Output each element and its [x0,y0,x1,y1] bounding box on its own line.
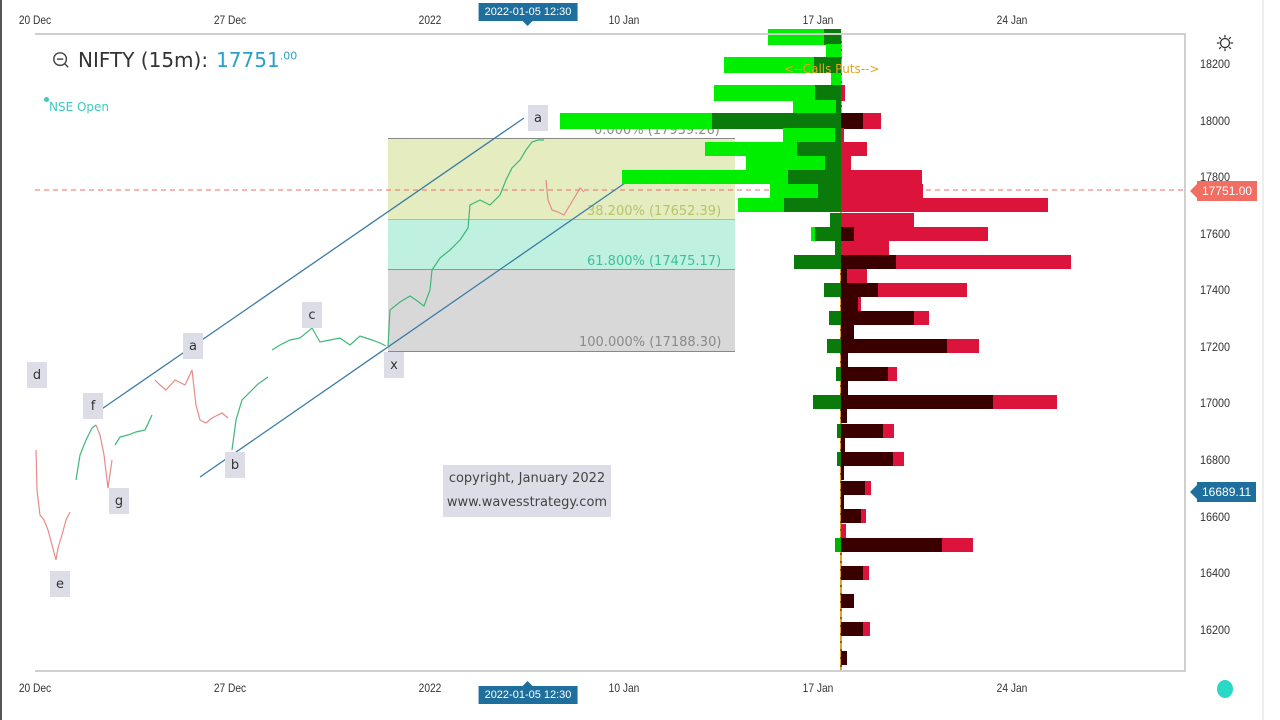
x-tick-bottom-10jan: 10 Jan [608,681,640,695]
wave-label-a2: a [528,105,548,131]
y-tick-17400: 17400 [1200,283,1231,297]
x-tick-top-2022: 2022 [418,13,442,27]
session-status: NSE Open [49,100,110,114]
y-tick-16400: 16400 [1200,566,1231,580]
fib-label-100: 100.000% (17188.30) [579,335,722,350]
status-indicator-icon[interactable] [1217,680,1233,698]
current-price: 17751.00 [216,48,297,72]
window-frame-left [0,0,2,720]
status-dot-icon [44,97,49,102]
wave-label-e: e [50,571,70,597]
price-decimal: .00 [279,49,298,63]
wave-label-x: x [384,352,404,378]
x-tick-top-10jan: 10 Jan [608,13,640,27]
marker-price-tag: 16689.11 [1189,482,1257,502]
copyright-watermark: copyright, January 2022 www.wavesstrateg… [443,465,611,517]
symbol-label: NIFTY (15m): [78,48,209,72]
y-tick-16800: 16800 [1200,453,1231,467]
fib-label-618: 61.800% (17475.17) [587,254,722,269]
last-price-tag: 17751.00 [1189,181,1258,201]
crosshair-date-bottom: 2022-01-05 12:30 [478,681,578,704]
x-tick-top-17jan: 17 Jan [802,13,834,27]
x-tick-top-20dec: 20 Dec [18,13,52,27]
candlesticks [35,139,585,561]
y-tick-17800: 17800 [1200,170,1231,184]
website-line: www.wavesstrategy.com [446,495,608,510]
channel-upper-line [92,117,525,416]
x-tick-bottom-24jan: 24 Jan [996,681,1028,695]
x-tick-bottom-17jan: 17 Jan [802,681,834,695]
x-tick-top-27dec: 27 Dec [213,13,247,27]
y-tick-17000: 17000 [1200,396,1231,410]
wave-label-d: d [27,362,47,388]
wave-label-a1: a [183,333,203,359]
wave-label-f: f [83,393,103,419]
y-tick-18200: 18200 [1200,57,1231,71]
settings-sun-icon[interactable] [1216,34,1234,52]
y-tick-16600: 16600 [1200,510,1231,524]
plot-area[interactable] [35,33,1186,672]
y-tick-16200: 16200 [1200,623,1231,637]
chart-title: NIFTY (15m): 17751.00 [52,48,297,72]
crosshair-date-top: 2022-01-05 12:30 [478,3,578,26]
y-tick-17200: 17200 [1200,340,1231,354]
fib-label-382: 38.200% (17652.39) [587,204,722,219]
zoom-out-icon[interactable] [52,51,70,69]
window-frame-right [1262,0,1264,720]
x-tick-bottom-20dec: 20 Dec [18,681,52,695]
fib-zone-618-100 [388,269,735,352]
copyright-line: copyright, January 2022 [448,471,606,486]
y-tick-18000: 18000 [1200,114,1231,128]
y-tick-17600: 17600 [1200,227,1231,241]
calls-puts-legend: <--Calls Puts--> [784,62,880,76]
channel-lower-line [199,182,626,478]
wave-label-g: g [109,488,129,514]
wave-label-c: c [302,302,322,328]
x-tick-bottom-27dec: 27 Dec [213,681,247,695]
x-tick-top-24jan: 24 Jan [996,13,1028,27]
wave-label-b: b [225,452,245,478]
price-main: 17751 [216,48,280,72]
x-tick-bottom-2022: 2022 [418,681,442,695]
